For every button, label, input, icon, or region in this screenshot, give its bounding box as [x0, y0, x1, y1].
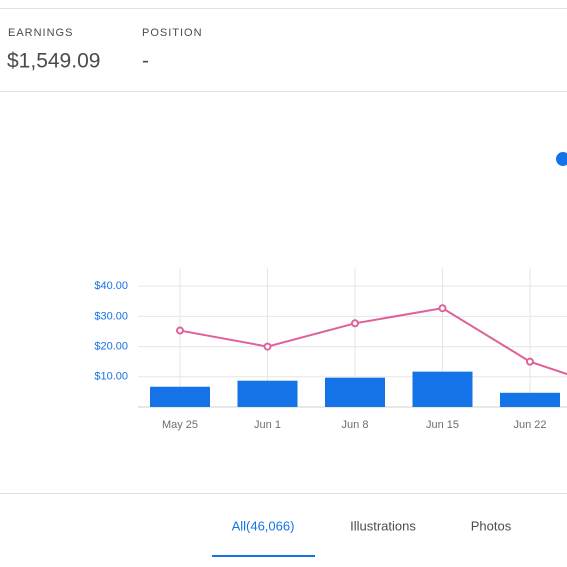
stat-value: $1,549.09	[7, 50, 100, 73]
line-marker	[176, 326, 184, 335]
tab[interactable]: Photos	[471, 518, 512, 533]
line-marker	[263, 342, 272, 351]
bar	[325, 377, 385, 407]
x-tick-label: Jun 8	[342, 419, 369, 431]
x-tick-label: Jun 15	[426, 419, 459, 431]
legend-dot	[556, 152, 567, 166]
line-marker	[351, 319, 359, 328]
line	[179, 307, 567, 376]
y-tick-label: $10.00	[94, 371, 128, 383]
y-tick-label: $30.00	[94, 310, 128, 322]
x-tick-label: Jun 22	[513, 419, 546, 431]
x-tick-label: May 25	[162, 419, 198, 431]
tab-underline	[212, 555, 315, 557]
line-marker	[526, 357, 534, 366]
bar	[412, 371, 473, 407]
y-tick-label: $20.00	[94, 340, 128, 352]
bar	[500, 392, 560, 407]
stat-value: -	[142, 50, 149, 73]
tab[interactable]: All(46,066)	[232, 518, 295, 533]
tab[interactable]: Illustrations	[350, 518, 416, 533]
y-tick-label: $40.00	[94, 280, 128, 292]
stat-label: EARNINGS	[8, 27, 73, 39]
stat-label: POSITION	[142, 27, 203, 39]
chart: May 25 Jun 1 Jun 8 Jun 15 Jun 22 $10.00 $20.00…	[94, 268, 567, 431]
line-marker	[438, 304, 447, 313]
bar	[237, 380, 298, 407]
x-tick-label: Jun 1	[254, 419, 281, 431]
bar	[150, 386, 210, 407]
tabs: All(46,066) Illustrations Photos	[212, 518, 512, 557]
